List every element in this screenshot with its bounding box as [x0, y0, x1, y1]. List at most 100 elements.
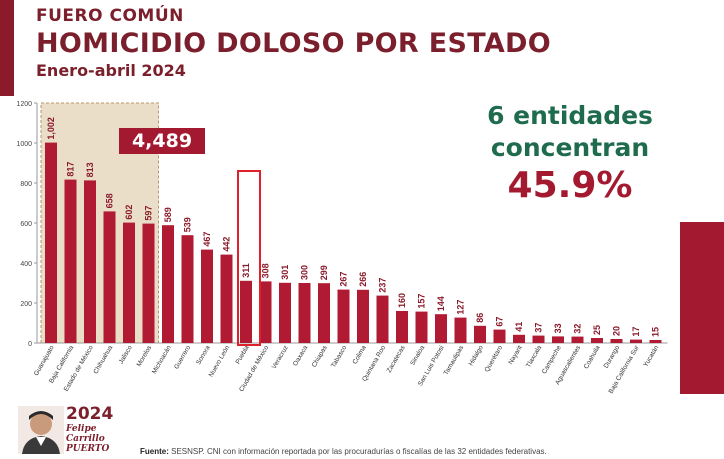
bar-queretaro [493, 329, 506, 343]
bar-aguascalientes [571, 336, 584, 343]
logo-year: 2024 [66, 404, 114, 424]
category-label-durango: Durango [603, 344, 622, 369]
category-label-sinaloa: Sinaloa [409, 344, 426, 367]
value-label-coahuila: 25 [592, 325, 602, 335]
y-tick-label-800: 800 [20, 181, 32, 188]
category-label-campeche: Campeche [541, 344, 563, 375]
value-label-zacatecas: 160 [397, 293, 407, 308]
value-label-san-luis-potosi: 144 [436, 296, 446, 311]
bar-morelos [142, 223, 155, 343]
bar-sonora [201, 249, 213, 343]
category-label-tabasco: Tabasco [330, 344, 348, 369]
value-label-aguascalientes: 32 [573, 324, 583, 334]
category-label-colima: Colima [352, 344, 368, 365]
header-subtitle: FUERO COMÚN [36, 6, 184, 26]
value-label-tabasco: 267 [339, 272, 349, 287]
bar-nayarit [513, 334, 525, 343]
source-label: Fuente: [140, 447, 169, 456]
page-title: HOMICIDIO DOLOSO POR ESTADO [36, 28, 551, 59]
bar-guerrero [181, 235, 194, 343]
bar-quintana-roo [376, 295, 389, 343]
value-label-guanajuato: 1,002 [46, 117, 56, 140]
category-label-chiapas: Chiapas [311, 344, 329, 369]
bar-michoacan [162, 225, 174, 343]
bar-campeche [552, 336, 564, 343]
category-label-guerrero: Guerrero [173, 344, 192, 370]
bar-tlaxcala [532, 335, 545, 343]
bar-yucatan [649, 340, 662, 343]
logo: 2024 Felipe Carrillo PUERTO [14, 402, 136, 457]
category-label-michoacan: Michoacán [151, 344, 173, 375]
category-label-hidalgo: Hidalgo [468, 344, 485, 367]
value-label-veracruz: 301 [280, 265, 290, 280]
value-label-quintana-roo: 237 [378, 278, 388, 293]
bar-veracruz [279, 282, 291, 343]
bar-baja-california-sur [630, 339, 642, 343]
logo-name: Felipe Carrillo PUERTO [66, 424, 136, 454]
bar-ciudad-de-mexico [259, 281, 272, 343]
bar-colima [357, 289, 369, 343]
bar-tamaulipas [454, 317, 467, 343]
bar-sinaloa [415, 311, 428, 343]
y-tick-label-400: 400 [20, 261, 32, 268]
y-tick-label-0: 0 [28, 341, 32, 348]
category-label-tamaulipas: Tamaulipas [443, 344, 466, 377]
right-decor-box [680, 222, 724, 394]
category-label-morelos: Morelos [136, 344, 154, 368]
value-label-ciudad-de-mexico: 308 [261, 263, 271, 278]
value-label-jalisco: 602 [124, 205, 134, 220]
bar-coahuila [591, 338, 603, 343]
bar-baja-california [64, 179, 77, 343]
value-label-colima: 266 [358, 272, 368, 287]
category-label-nayarit: Nayarit [507, 344, 523, 365]
value-label-sinaloa: 157 [417, 294, 427, 309]
bar-jalisco [123, 222, 135, 343]
bar-san-luis-potosi [435, 314, 447, 343]
category-label-yucatan: Yucatán [642, 344, 660, 368]
value-label-sonora: 467 [202, 232, 212, 247]
value-label-morelos: 597 [144, 206, 154, 221]
category-label-coahuila: Coahuila [583, 344, 602, 370]
value-label-estado-de-mexico: 813 [85, 162, 95, 177]
category-label-chihuahua: Chihuahua [92, 344, 114, 375]
callout-line1: 6 entidades [487, 101, 653, 130]
logo-name-line1: Felipe Carrillo [66, 424, 105, 444]
callout-line2: concentran [490, 133, 650, 162]
category-label-oaxaca: Oaxaca [292, 344, 309, 367]
portrait-icon [18, 406, 64, 454]
bar-estado-de-mexico [84, 180, 96, 343]
value-label-yucatan: 15 [651, 327, 661, 337]
bar-guanajuato [45, 142, 57, 343]
y-tick-label-200: 200 [20, 301, 32, 308]
value-label-baja-california-sur: 17 [631, 327, 641, 337]
category-label-sonora: Sonora [195, 344, 212, 366]
value-label-oaxaca: 300 [300, 265, 310, 280]
header: FUERO COMÚN HOMICIDIO DOLOSO POR ESTADO … [36, 6, 551, 80]
value-label-tamaulipas: 127 [456, 300, 466, 315]
value-label-hidalgo: 86 [475, 313, 485, 323]
category-label-zacatecas: Zacatecas [386, 344, 407, 374]
callout: 6 entidades concentran 45.9% [470, 100, 670, 208]
bar-durango [610, 339, 623, 343]
bar-chiapas [318, 283, 330, 343]
value-label-chiapas: 299 [319, 265, 329, 280]
value-label-nuevo-leon: 442 [222, 237, 232, 252]
period-label: Enero-abril 2024 [36, 61, 186, 80]
bar-tabasco [337, 289, 350, 343]
value-label-campeche: 33 [553, 323, 563, 333]
source-note: Fuente: SESNSP. CNI con información repo… [140, 447, 547, 456]
value-label-durango: 20 [612, 326, 622, 336]
category-label-nuevo-leon: Nuevo León [208, 344, 232, 378]
value-label-nayarit: 41 [514, 322, 524, 332]
value-label-chihuahua: 658 [105, 193, 115, 208]
bar-hidalgo [474, 325, 486, 343]
value-label-baja-california: 817 [66, 162, 76, 177]
y-tick-label-1000: 1000 [16, 141, 32, 148]
bar-zacatecas [396, 311, 408, 343]
y-tick-label-1200: 1200 [16, 101, 32, 108]
callout-percent: 45.9% [507, 165, 633, 206]
category-label-veracruz: Veracruz [271, 345, 290, 371]
bar-chihuahua [103, 211, 116, 343]
value-label-queretaro: 67 [495, 317, 505, 327]
bar-oaxaca [298, 283, 311, 343]
